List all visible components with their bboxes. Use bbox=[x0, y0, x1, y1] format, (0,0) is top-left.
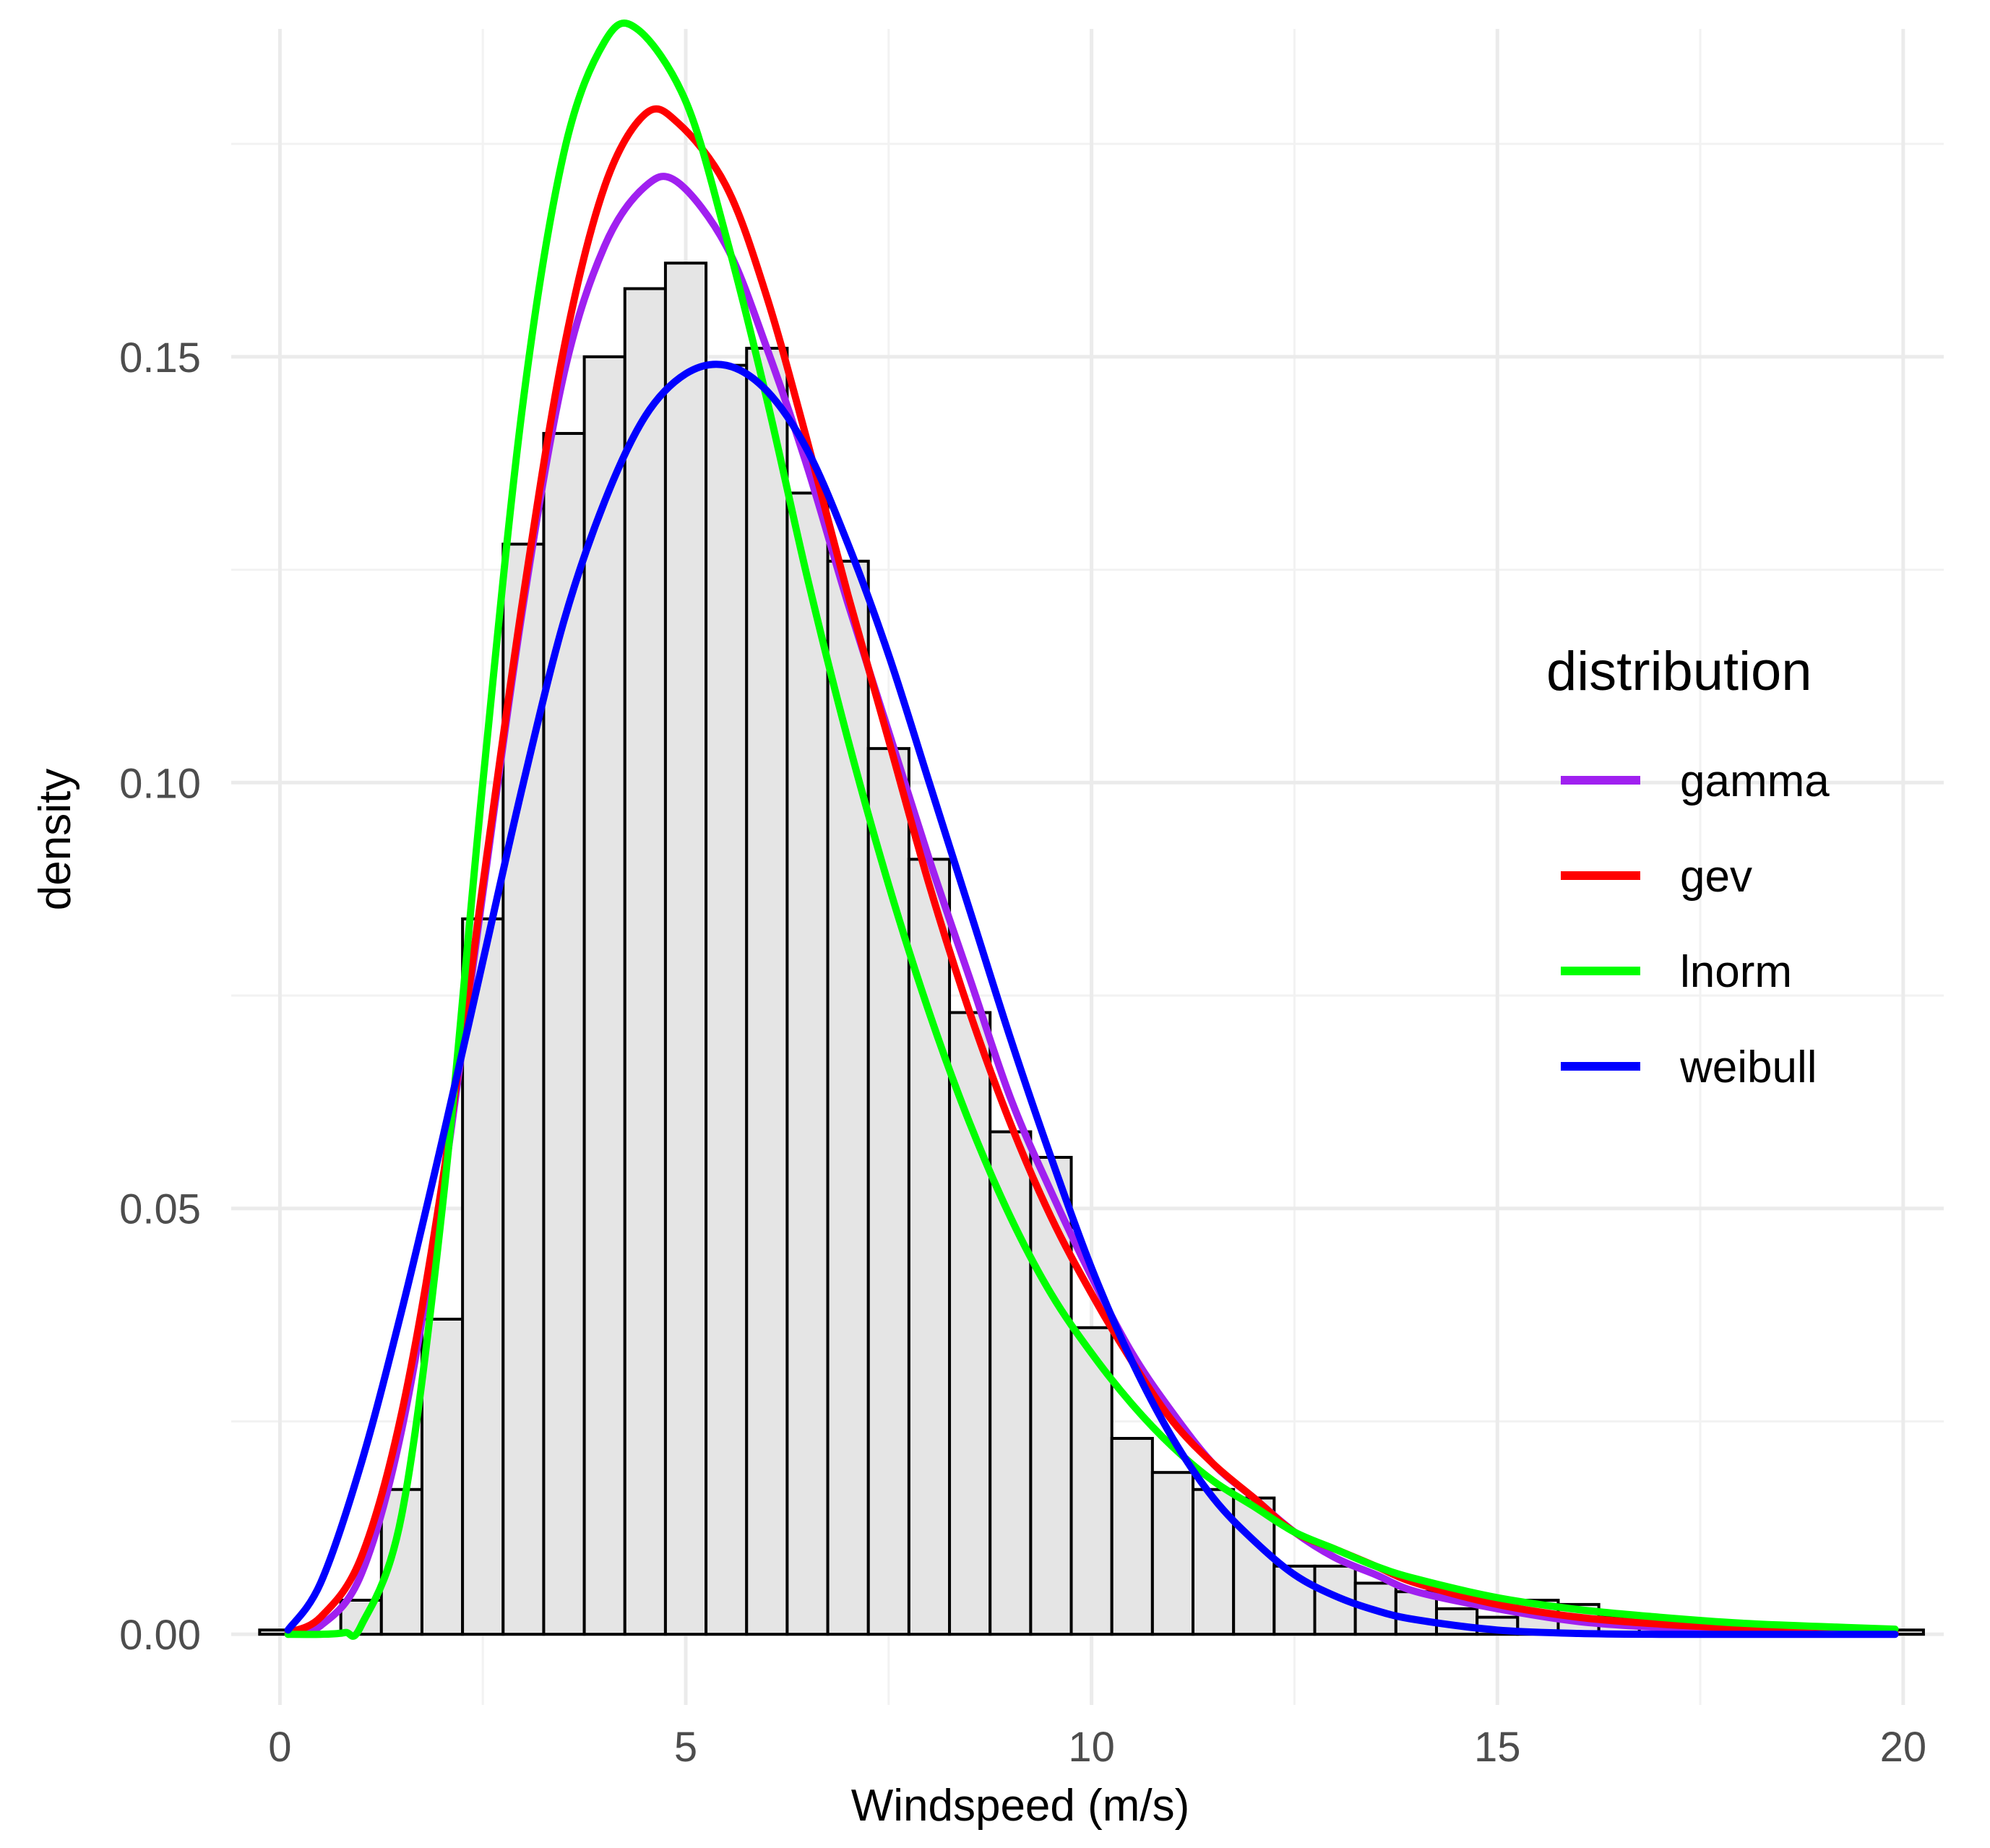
histogram-bar bbox=[907, 858, 952, 1636]
density-curves bbox=[284, 20, 1899, 1640]
histogram-bar bbox=[988, 1130, 1033, 1636]
histogram-bar bbox=[745, 347, 789, 1636]
y-tick-label: 0.05 bbox=[119, 1186, 201, 1233]
density-curve-lnorm bbox=[284, 20, 1899, 1640]
legend-label-gamma: gamma bbox=[1680, 756, 1830, 806]
legend: distribution gamma gev lnorm weibull bbox=[1546, 641, 1830, 1092]
y-axis-title: density bbox=[30, 769, 80, 910]
x-tick-label: 15 bbox=[1474, 1724, 1521, 1771]
histogram-bar bbox=[705, 363, 749, 1636]
x-tick-label: 20 bbox=[1880, 1724, 1927, 1771]
y-tick-label: 0.00 bbox=[119, 1612, 201, 1659]
x-tick-label: 5 bbox=[674, 1724, 697, 1771]
histogram-bar bbox=[1150, 1471, 1195, 1636]
x-axis-title: Windspeed (m/s) bbox=[851, 1781, 1190, 1831]
legend-label-gev: gev bbox=[1680, 852, 1752, 902]
histogram-bar bbox=[1232, 1496, 1276, 1636]
y-tick-label: 0.10 bbox=[119, 760, 201, 807]
density-curve-weibull bbox=[284, 360, 1899, 1638]
histogram-bar bbox=[948, 1011, 992, 1636]
y-tick-label: 0.15 bbox=[119, 334, 201, 381]
histogram-bar bbox=[663, 262, 708, 1636]
histogram-bars bbox=[258, 262, 1925, 1636]
histogram-bar bbox=[1110, 1437, 1154, 1636]
histogram-bar bbox=[785, 491, 830, 1636]
histogram-bar bbox=[826, 559, 870, 1636]
legend-label-weibull: weibull bbox=[1679, 1042, 1817, 1092]
legend-title: distribution bbox=[1546, 641, 1812, 702]
histogram-bar bbox=[420, 1317, 465, 1636]
legend-label-lnorm: lnorm bbox=[1680, 947, 1792, 997]
x-tick-label: 0 bbox=[268, 1724, 291, 1771]
histogram-bar bbox=[582, 355, 626, 1636]
x-axis-tick-labels: 0 5 10 15 20 bbox=[268, 1724, 1926, 1771]
legend-items: gamma gev lnorm weibull bbox=[1561, 756, 1830, 1092]
histogram-bar bbox=[461, 917, 505, 1636]
x-tick-label: 10 bbox=[1068, 1724, 1115, 1771]
y-axis-tick-labels: 0.00 0.05 0.10 0.15 bbox=[119, 334, 201, 1659]
histogram-bar bbox=[623, 287, 667, 1636]
